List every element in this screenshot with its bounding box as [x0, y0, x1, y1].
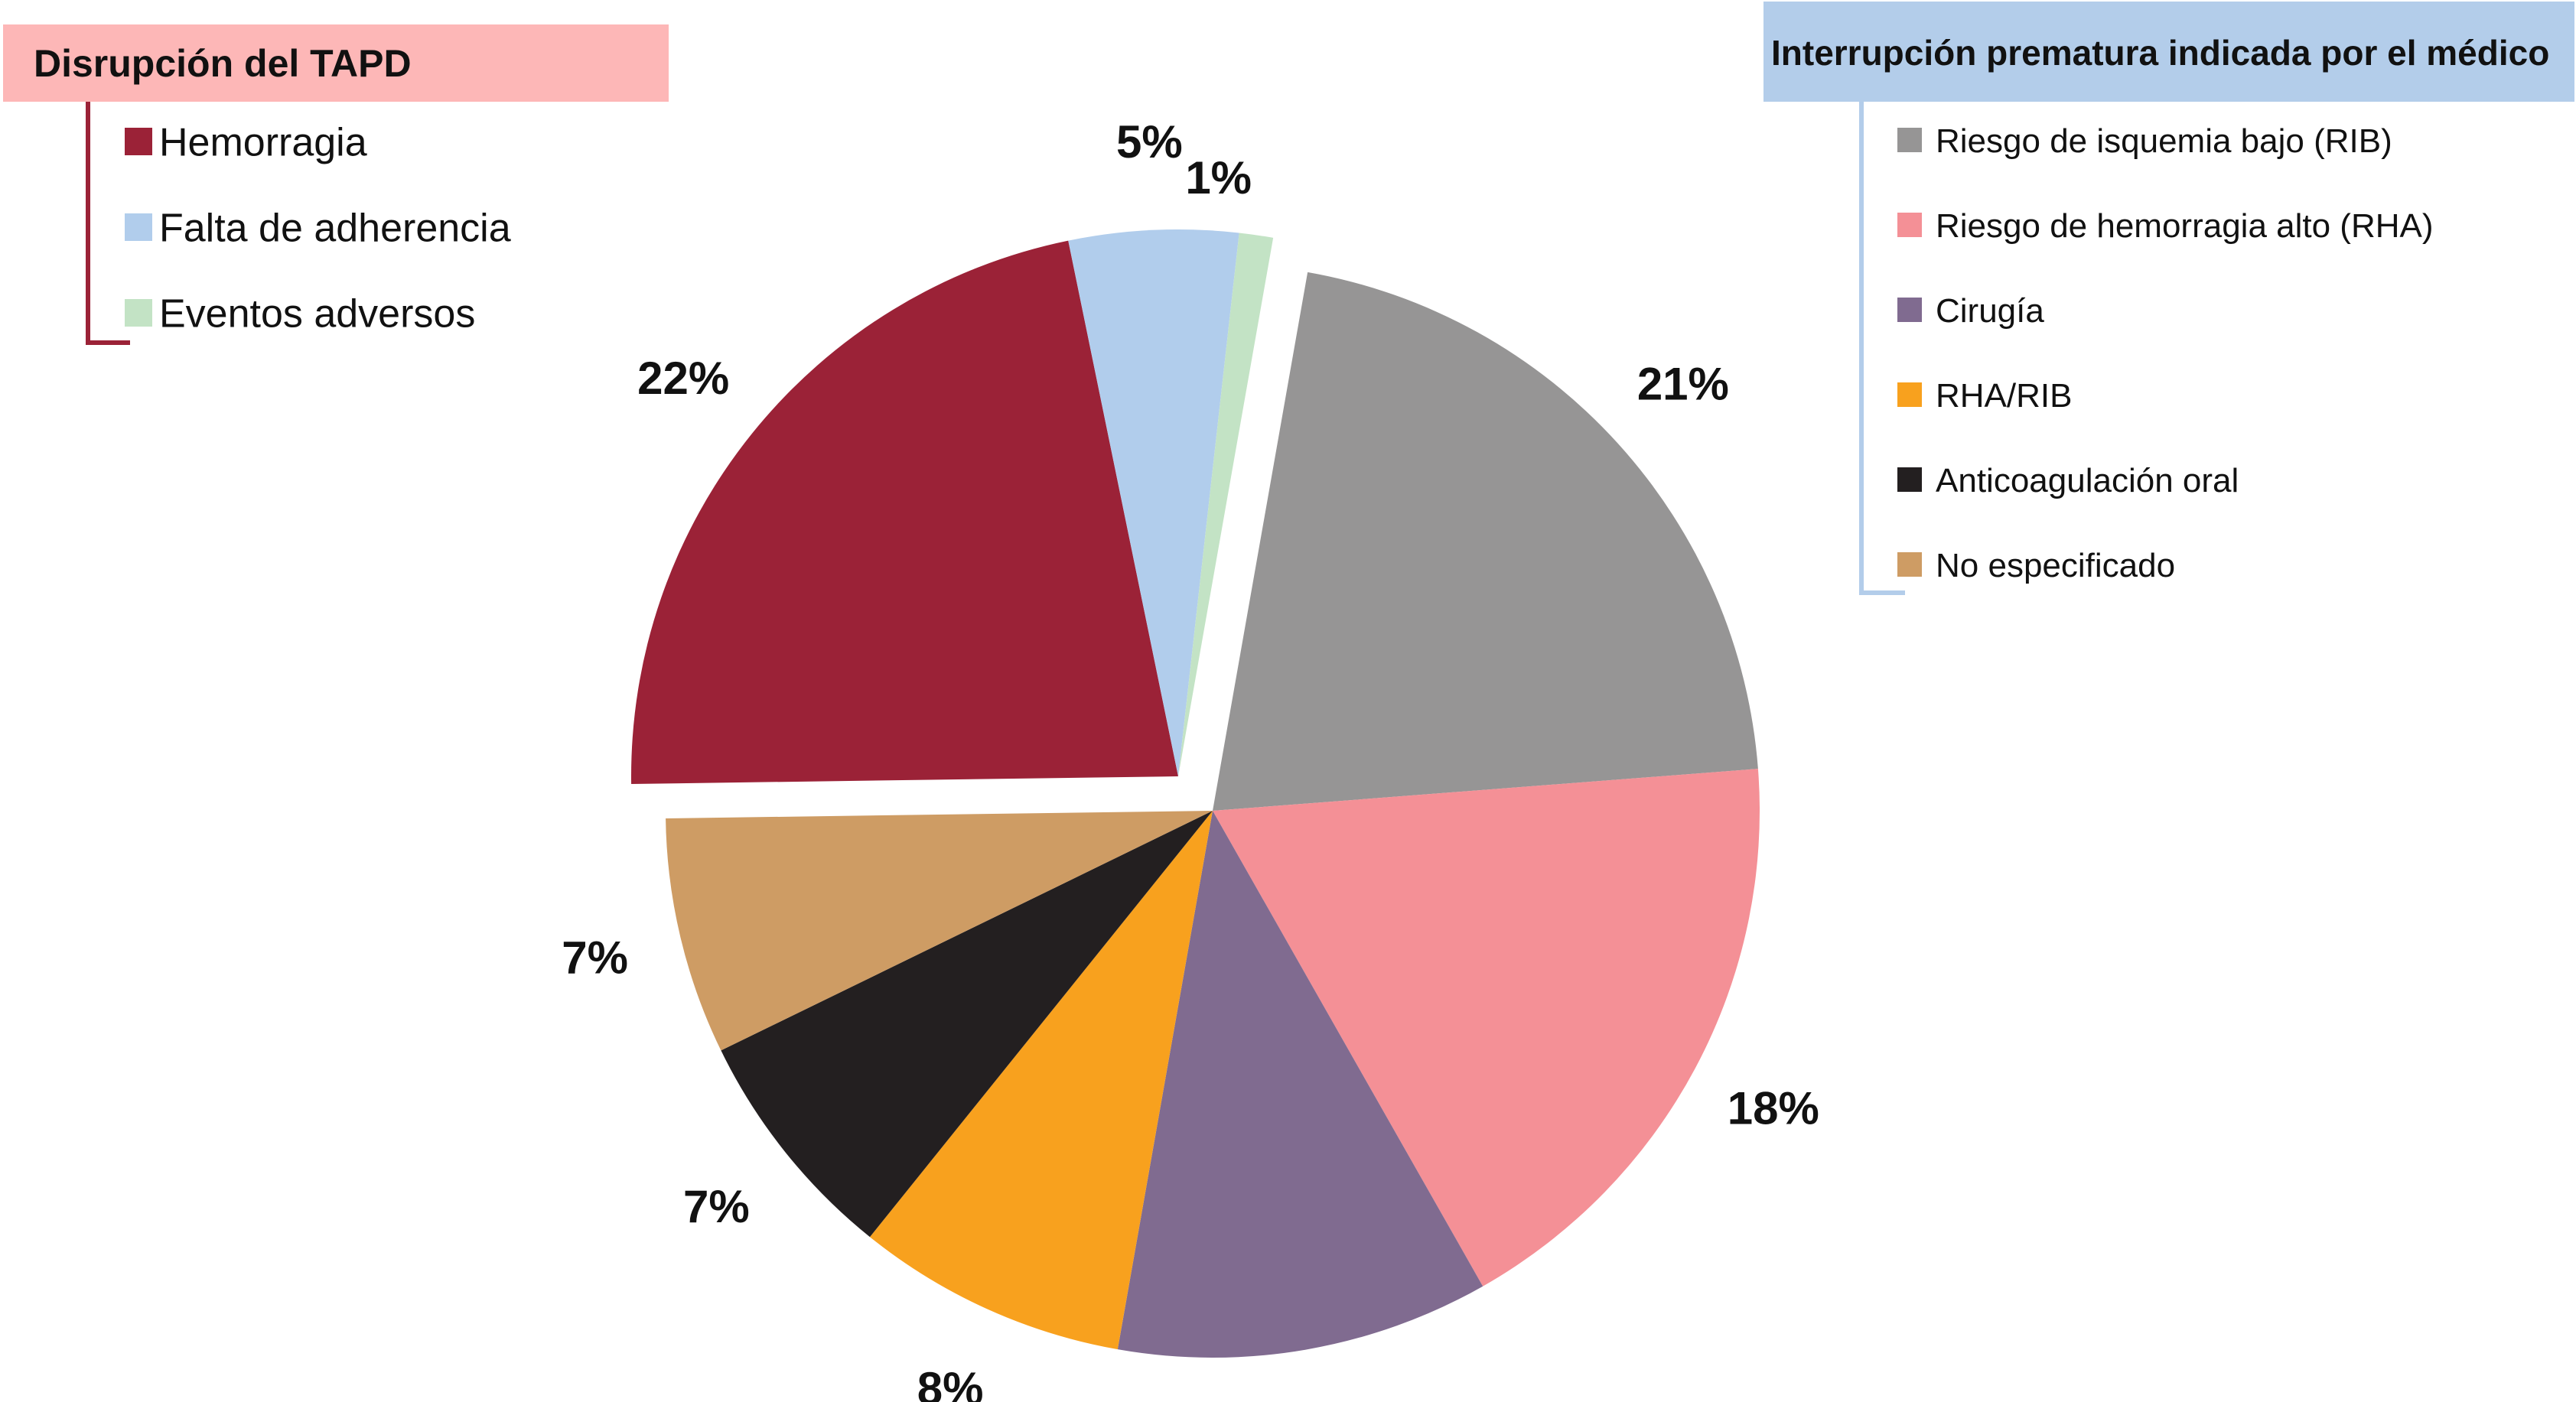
- slice-label-1: 21%: [1637, 358, 1729, 409]
- legend-group-title: Interrupción prematura indicada por el m…: [1771, 33, 2549, 73]
- legend-group-title-box: [1763, 2, 2574, 102]
- legend-swatch-1-1: [125, 128, 152, 155]
- legend-group-title-box: [3, 24, 669, 102]
- slice-label-4: 8%: [917, 1363, 984, 1402]
- legend-swatch-2-3: [1897, 298, 1922, 322]
- pie-slice-7: [631, 240, 1178, 784]
- legend-label-2-6: No especificado: [1936, 547, 2175, 584]
- legend-swatch-2-2: [1897, 213, 1922, 237]
- legend-label-1-3: Eventos adversos: [159, 292, 475, 337]
- legend-swatch-2-1: [1897, 128, 1922, 152]
- legend-group-disrupcion: Disrupción del TAPD Hemorragia Falta de a…: [3, 24, 669, 345]
- legend-label-2-5: Anticoagulación oral: [1936, 462, 2239, 499]
- slice-labels: 21%18%11%8%7%7%22%5%1%: [562, 116, 1819, 1402]
- slice-label-2: 18%: [1728, 1083, 1819, 1134]
- legend-label-2-4: RHA/RIB: [1936, 377, 2072, 415]
- pie-slice-1: [1213, 272, 1758, 812]
- pie-slice-8: [1068, 229, 1239, 776]
- legend-label-1-2: Falta de adherencia: [159, 207, 511, 251]
- pie-slice-6: [666, 811, 1213, 1051]
- slice-label-7: 22%: [637, 353, 729, 404]
- legend-swatch-1-3: [125, 299, 152, 327]
- legend-swatch-2-6: [1897, 552, 1922, 577]
- legend-group-interrupcion: Interrupción prematura indicada por el m…: [1763, 2, 2574, 595]
- legend-label-2-2: Riesgo de hemorragia alto (RHA): [1936, 207, 2434, 245]
- slice-label-8: 5%: [1116, 116, 1183, 168]
- legend-items: Riesgo de isquemia bajo (RIB) Riesgo de h…: [1897, 122, 2434, 584]
- legend-label-1-1: Hemorragia: [159, 121, 367, 165]
- legend-bracket: [86, 102, 130, 345]
- pie-slice-2: [1213, 769, 1760, 1287]
- pie-slice-3: [1117, 811, 1483, 1358]
- legend-bracket: [1859, 102, 1905, 595]
- pie-slice-5: [721, 811, 1213, 1238]
- legend-label-2-1: Riesgo de isquemia bajo (RIB): [1936, 122, 2392, 160]
- legend-swatch-2-5: [1897, 467, 1922, 492]
- pie-slice-9: [1178, 233, 1274, 776]
- legend-swatch-2-4: [1897, 382, 1922, 407]
- legend-items: Hemorragia Falta de adherencia Eventos adv…: [125, 121, 511, 337]
- pie-slice-4: [869, 811, 1213, 1350]
- pie-slices: [631, 229, 1760, 1358]
- legend-swatch-1-2: [125, 213, 152, 241]
- legend-label-2-3: Cirugía: [1936, 292, 2044, 330]
- slice-label-9: 1%: [1185, 152, 1252, 203]
- slice-label-5: 7%: [683, 1181, 750, 1232]
- slice-label-6: 7%: [562, 932, 628, 983]
- legend-group-title: Disrupción del TAPD: [34, 42, 412, 85]
